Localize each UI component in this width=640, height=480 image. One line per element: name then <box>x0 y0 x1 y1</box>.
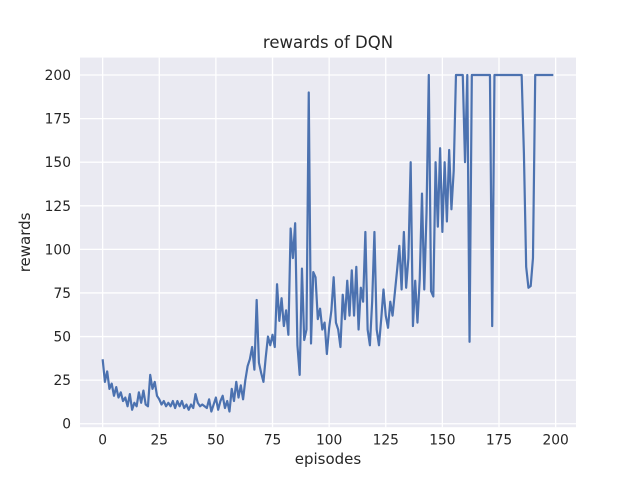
y-tick-label: 25 <box>53 373 71 389</box>
y-tick-label: 50 <box>53 330 71 346</box>
y-tick-label: 175 <box>45 112 71 128</box>
reward-line-series <box>101 73 554 413</box>
x-tick-label: 100 <box>316 433 342 449</box>
y-tick-labels: 0 25 50 75 100 125 150 175 200 <box>45 68 71 433</box>
y-tick-label: 0 <box>62 417 71 433</box>
y-tick-label: 125 <box>45 199 71 215</box>
x-tick-label: 175 <box>486 433 512 449</box>
chart-title: rewards of DQN <box>263 33 393 52</box>
x-tick-label: 50 <box>207 433 225 449</box>
x-tick-label: 150 <box>429 433 455 449</box>
y-tick-label: 100 <box>45 242 71 258</box>
x-tick-label: 200 <box>542 433 568 449</box>
x-axis-label: episodes <box>295 450 362 468</box>
x-tick-label: 75 <box>264 433 282 449</box>
reward-line <box>101 73 554 413</box>
y-axis-label: rewards <box>16 212 34 272</box>
x-tick-label: 0 <box>98 433 107 449</box>
x-tick-label: 25 <box>150 433 168 449</box>
plot-area <box>80 57 576 428</box>
y-tick-label: 75 <box>53 286 71 302</box>
y-tick-label: 200 <box>45 68 71 84</box>
x-tick-labels: 0 25 50 75 100 125 150 175 200 <box>98 433 569 449</box>
x-tick-label: 125 <box>373 433 399 449</box>
y-tick-label: 150 <box>45 155 71 171</box>
